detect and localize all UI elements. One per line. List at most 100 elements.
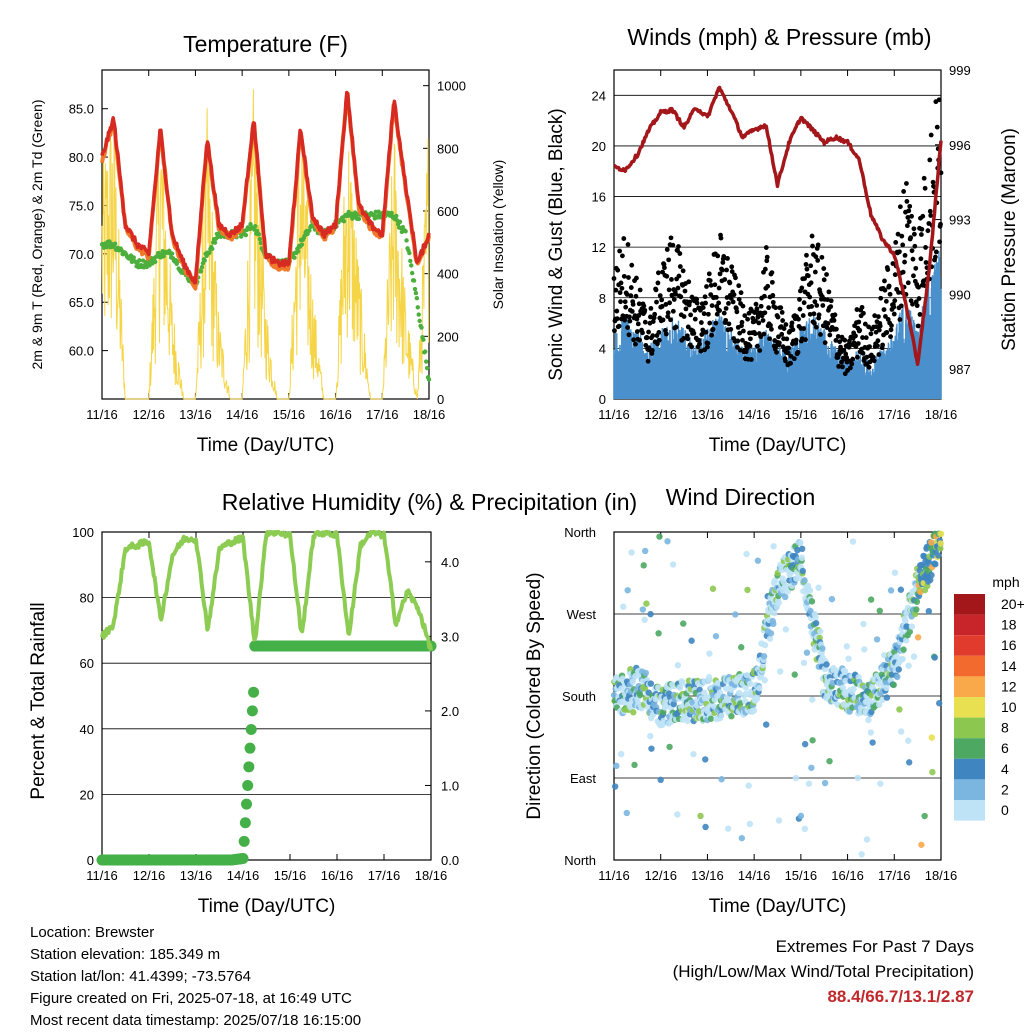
gust-point: [780, 318, 786, 323]
gust-point: [770, 293, 776, 298]
gust-point: [896, 289, 901, 295]
dir-title: Wind Direction: [666, 484, 816, 510]
temp-y-tick-label: 75.0: [69, 198, 94, 213]
direction-point: [623, 809, 630, 817]
direction-point: [805, 780, 813, 787]
rh-x-tick-label: 12/16: [133, 868, 166, 883]
direction-point: [843, 643, 850, 650]
gust-point: [712, 282, 718, 288]
direction-point: [908, 623, 916, 630]
direction-point: [905, 737, 912, 744]
gust-point: [863, 335, 869, 341]
gust-point: [874, 324, 879, 330]
wind-y2-axis-label: Station Pressure (Maroon): [999, 128, 1020, 351]
gust-point: [883, 298, 889, 304]
gust-point: [616, 323, 622, 329]
gust-point: [860, 335, 865, 340]
direction-point: [900, 646, 907, 653]
gust-point: [700, 305, 706, 310]
gust-point: [921, 175, 927, 181]
gust-point: [656, 330, 662, 335]
gust-point: [888, 334, 893, 340]
gust-point: [618, 299, 623, 305]
rh-x-tick-label: 13/16: [180, 868, 213, 883]
direction-point: [754, 557, 762, 564]
gust-point: [757, 348, 763, 353]
gust-point: [646, 329, 651, 335]
gust-point: [730, 299, 736, 305]
direction-point: [910, 653, 918, 660]
gust-point: [623, 304, 629, 310]
gust-point: [842, 371, 848, 377]
gust-point: [936, 97, 942, 103]
colorbar-swatch: [954, 800, 985, 821]
colorbar-swatch: [954, 717, 985, 739]
gust-point: [673, 324, 679, 330]
gust-point: [641, 303, 647, 309]
direction-point: [709, 585, 717, 592]
temp-y-axis-label: 2m & 9m T (Red, Orange) & 2m Td (Green): [29, 100, 45, 370]
direction-point: [931, 654, 938, 661]
gust-point: [814, 303, 820, 308]
gust-point: [718, 235, 724, 241]
dir-x-tick-label: 11/16: [598, 868, 630, 883]
wind-y-tick-label: 20: [592, 139, 606, 154]
gust-point: [668, 317, 673, 323]
gust-point: [796, 316, 801, 322]
gust-point: [655, 280, 661, 286]
direction-point: [929, 768, 936, 776]
rainfall-point: [245, 724, 257, 736]
gust-point: [899, 233, 905, 239]
temp-y2-tick-label: 0: [437, 392, 444, 407]
dewpoint-point: [292, 255, 297, 260]
gust-point: [619, 285, 625, 291]
location-text: Location: Brewster: [30, 924, 155, 941]
gust-point: [686, 279, 692, 285]
colorbar-label: 10: [1001, 699, 1017, 715]
direction-point: [921, 812, 928, 820]
gust-point: [913, 299, 919, 305]
gust-point: [905, 215, 911, 220]
gust-point: [698, 320, 704, 325]
rh-y2-tick-label: 3.0: [441, 629, 459, 644]
gust-point: [753, 301, 759, 307]
dewpoint-point: [207, 250, 212, 255]
dewpoint-point: [256, 232, 262, 237]
wind-x-tick-label: 11/16: [598, 407, 630, 422]
gust-point: [824, 272, 829, 277]
rh-y-tick-label: 20: [80, 787, 94, 802]
gust-point: [821, 266, 827, 271]
gust-point: [761, 331, 767, 337]
gust-point: [645, 358, 651, 364]
direction-point: [842, 677, 849, 685]
dewpoint-point: [199, 265, 205, 270]
gust-point: [765, 283, 771, 289]
gust-point: [808, 280, 814, 286]
gust-point: [622, 317, 628, 323]
gust-point: [843, 351, 849, 357]
gust-point: [626, 332, 632, 338]
gust-point: [708, 282, 714, 288]
direction-point: [798, 545, 806, 553]
direction-point: [624, 587, 631, 594]
gust-point: [635, 321, 641, 327]
gust-point: [909, 213, 914, 219]
gust-point: [815, 257, 821, 263]
gust-point: [669, 277, 674, 282]
wind-title: Winds (mph) & Pressure (mb): [627, 24, 931, 50]
direction-point: [775, 817, 783, 824]
gust-point: [900, 242, 906, 248]
gust-point: [812, 269, 818, 275]
gust-point: [916, 296, 922, 301]
gust-point: [818, 332, 823, 337]
gust-point: [758, 303, 764, 309]
direction-point: [738, 834, 746, 842]
colorbar-swatch: [954, 614, 985, 636]
gust-point: [754, 306, 760, 312]
gust-point: [801, 300, 807, 306]
dewpoint-point: [411, 278, 417, 283]
direction-point: [839, 684, 847, 691]
gust-point: [805, 273, 811, 279]
gust-point: [917, 312, 923, 317]
direction-point: [737, 700, 744, 707]
